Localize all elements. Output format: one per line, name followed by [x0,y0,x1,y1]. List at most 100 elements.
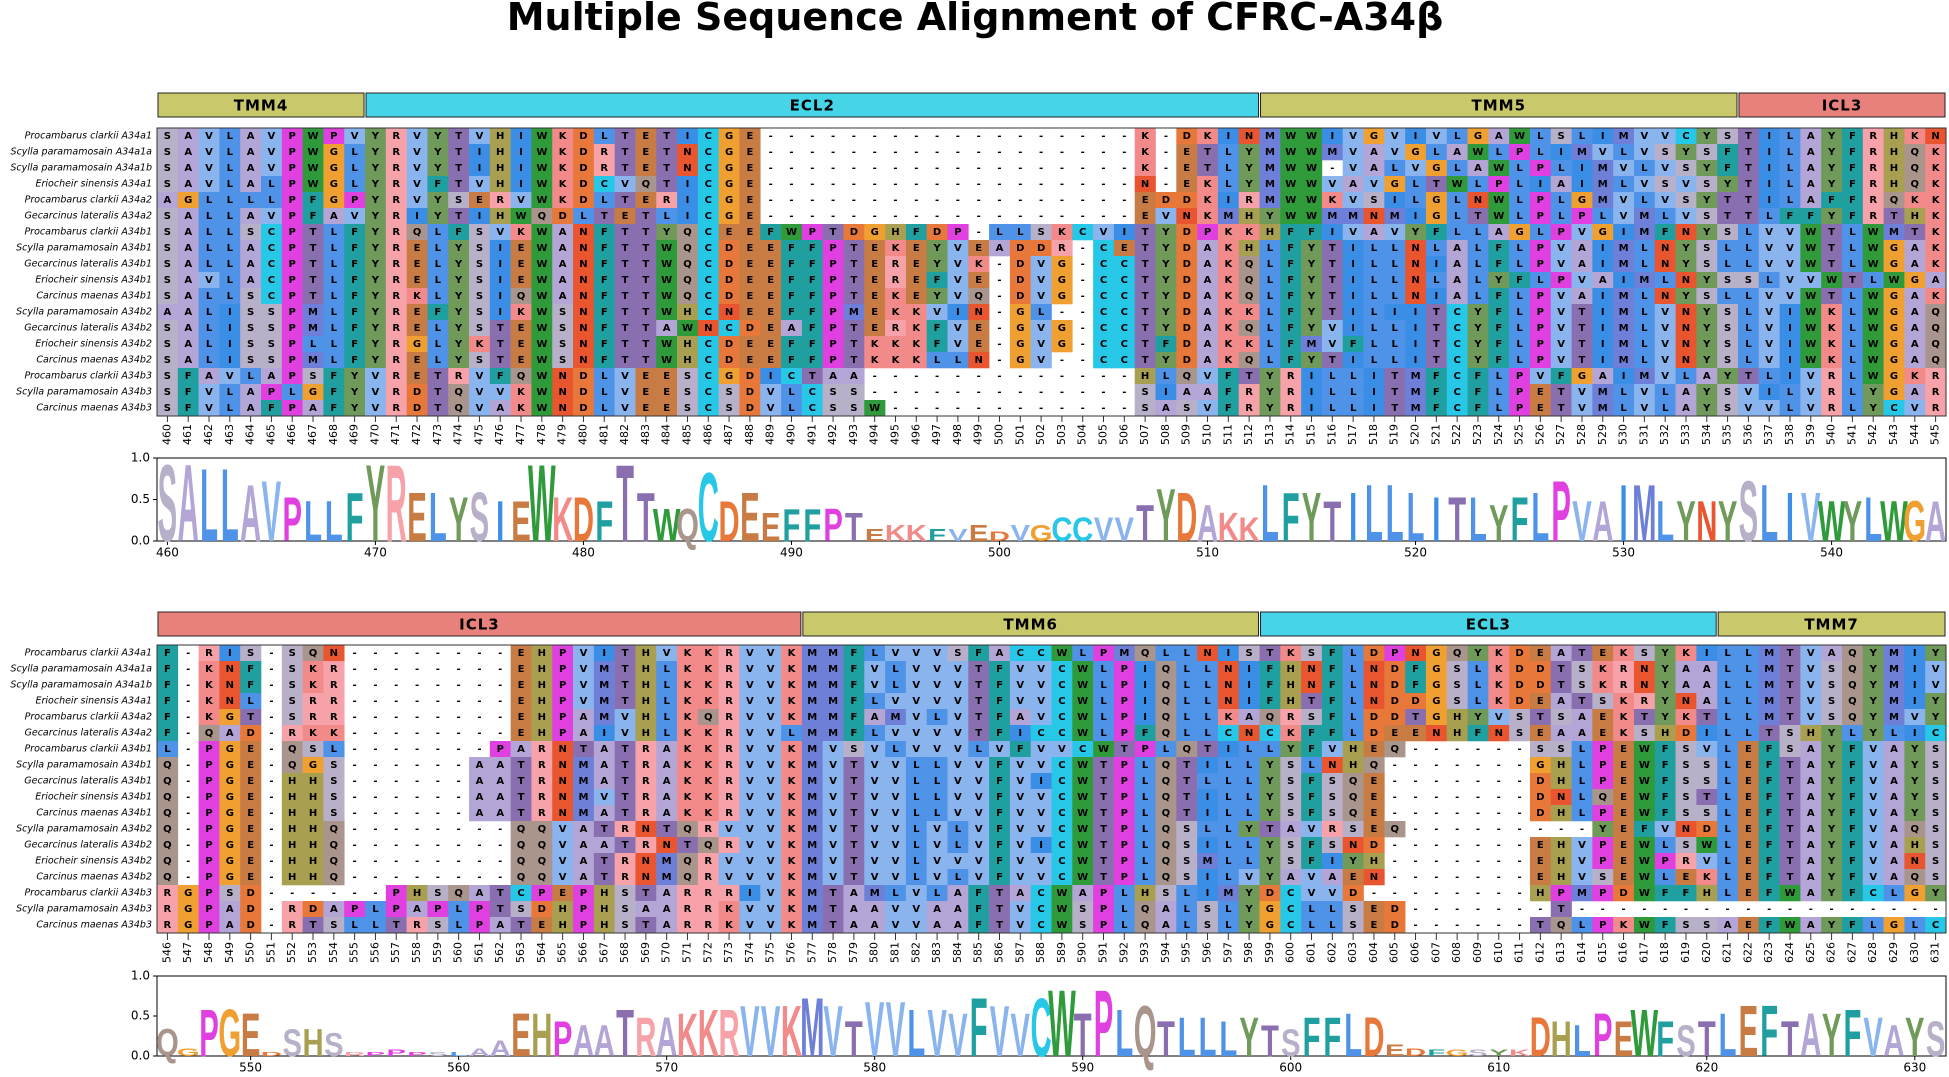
position-label: 548 [202,942,215,963]
residue-cell [1800,176,1822,193]
position-label: 626 [1825,942,1838,963]
residue-cell [1009,645,1031,662]
residue-cell [635,368,657,385]
residue-cell [1155,677,1177,694]
residue-cell [1009,336,1031,353]
residue-cell [302,352,324,369]
residue-cell [635,725,657,742]
residue-cell [302,304,324,321]
position-label: 616 [1617,942,1630,963]
residue-cell [1800,272,1822,289]
residue-cell [427,224,449,241]
residue-cell [1613,693,1635,710]
residue-cell [1737,144,1760,161]
position-label: 524 [1492,424,1505,445]
residue-cell [1363,304,1385,321]
residue-cell [1384,240,1406,257]
residue-cell [1925,645,1947,662]
residue-cell [344,160,366,177]
position-label: 542 [1866,424,1879,445]
residue-cell [635,693,657,710]
residue-cell [469,192,491,209]
residue-cell [531,256,553,273]
residue-cell [1259,304,1281,321]
logo-letter: W [1880,489,1908,553]
residue-cell [1696,352,1718,369]
residue-cell [1321,224,1344,241]
residue-cell [1259,645,1281,662]
residue-cell [1363,352,1385,369]
residue-cell [1238,224,1260,241]
residue-cell [1862,240,1884,257]
residue-cell [1800,400,1822,417]
residue-cell [1821,368,1843,385]
residue-cell [1675,304,1697,321]
residue-cell [1904,192,1926,209]
residue-cell [1467,677,1489,694]
residue-cell [1051,256,1073,273]
residue-cell [1904,256,1926,273]
residue-cell [1197,160,1219,177]
residue-cell [1176,256,1198,273]
position-label: 544 [1908,424,1921,445]
residue-cell [427,336,449,353]
residue-cell [219,645,241,662]
residue-cell [177,368,199,385]
residue-cell [1613,368,1635,385]
residue-cell [240,352,262,369]
logo-letter: K [1239,510,1260,549]
residue-cell [1342,661,1364,678]
logo-letter: P [282,485,302,556]
residue-cell [1217,144,1240,161]
residue-cell [219,336,241,353]
logo-letter: E [1739,990,1759,1071]
residue-cell [1321,288,1344,305]
residue-cell [1197,128,1219,145]
position-label: 538 [1783,424,1796,445]
position-label: 540 [1825,424,1838,445]
residue-cell [1654,693,1676,710]
position-label: 533 [1679,424,1692,445]
logo-letter: L [1115,995,1133,1070]
residue-cell [1862,272,1884,289]
residue-cell [1342,645,1364,662]
residue-cell [157,224,179,241]
residue-cell [1176,176,1198,193]
sequence-name: Procambarus clarkii A34b1 [24,227,152,238]
residue-cell [1197,224,1219,241]
position-label: 479 [556,424,569,445]
residue-cell [1446,304,1468,321]
residue-cell [1613,677,1635,694]
residue-cell [1134,272,1156,289]
residue-cell [489,176,511,193]
position-label: 502 [1034,424,1047,445]
residue-cell [1342,160,1364,177]
residue-cell [1529,224,1552,241]
residue-cell [573,288,595,305]
residue-cell [1550,693,1572,710]
residue-cell [1550,208,1572,225]
residue-cell [1550,176,1572,193]
residue-cell [1717,272,1739,289]
residue-cell [697,677,719,694]
residue-cell [302,677,324,694]
residue-cell [1800,240,1822,257]
position-label: 587 [1013,942,1026,963]
residue-cell [1696,192,1718,209]
residue-cell [198,256,220,273]
residue-cell [448,272,470,289]
residue-cell [947,709,969,726]
residue-cell [1176,128,1198,145]
residue-cell [1862,645,1884,662]
logo-letter: E [761,506,781,551]
residue-cell [1259,336,1281,353]
residue-cell [198,661,220,678]
residue-cell [1821,176,1843,193]
residue-cell [1529,272,1552,289]
residue-cell [1155,240,1177,257]
residue-cell [1841,160,1864,177]
residue-cell [1717,288,1739,305]
residue-cell [1529,709,1552,726]
residue-cell [635,160,657,177]
residue-cell [552,368,574,385]
